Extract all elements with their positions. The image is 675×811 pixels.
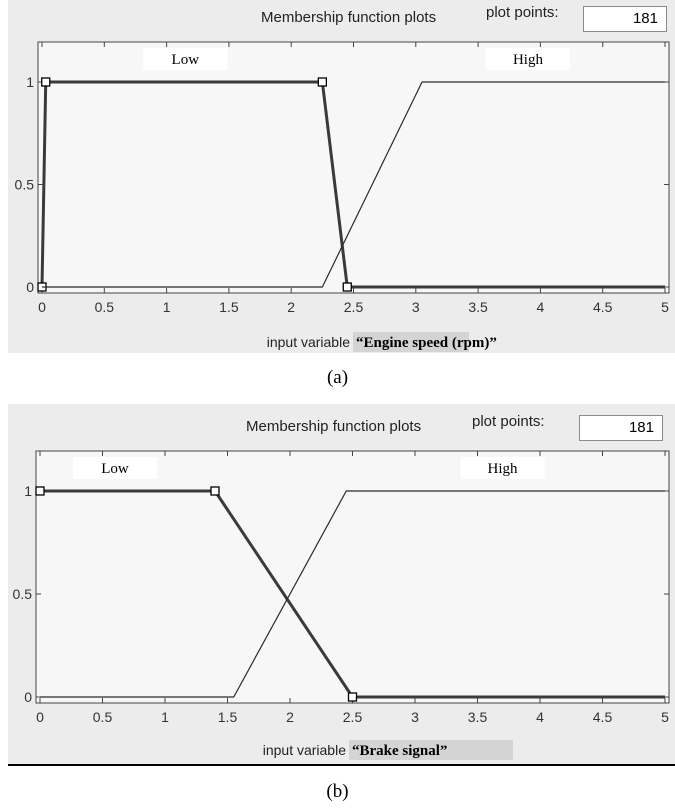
x-tick-label: 1.5: [219, 299, 239, 315]
mf-handle: [342, 282, 352, 292]
plot-points-input[interactable]: 181: [579, 415, 663, 441]
membership-plot-a[interactable]: 0 0.5 1 0 0.5 1 1.5 2 2.5 3 3.5 4 4.5 5 Low High input v…: [0, 0, 675, 353]
plot-area: [35, 450, 670, 704]
x-tick-label: 1: [163, 299, 171, 315]
mf-label-low: Low: [172, 52, 200, 68]
caption-a: (a): [326, 367, 349, 388]
x-tick-label: 0: [36, 709, 44, 725]
mf-label-bg: [143, 48, 228, 70]
mf-label-low: Low: [101, 461, 129, 477]
caption-b: (b): [326, 781, 349, 802]
x-tick-label: 2.5: [344, 299, 364, 315]
x-tick-label: 4.5: [593, 299, 613, 315]
y-tick-label: 0.5: [15, 177, 35, 193]
x-label-name-bg: [353, 332, 469, 352]
x-tick-label: 0.5: [95, 299, 115, 315]
y-tick-label: 1: [26, 74, 34, 90]
mf-label-high: High: [513, 52, 544, 68]
x-tick-label: 3: [411, 709, 419, 725]
mf-handle: [347, 692, 358, 702]
plot-points-label: plot points:: [486, 4, 559, 21]
x-tick-label: 2: [286, 709, 294, 725]
x-tick-label: 0: [38, 299, 46, 315]
x-tick-label: 3.5: [468, 299, 488, 315]
mf-line-high: [40, 490, 665, 698]
x-tick-label: 4: [537, 299, 545, 315]
mf-handle: [317, 77, 328, 87]
x-tick-label: 1: [161, 709, 169, 725]
plot-area: [37, 41, 670, 294]
plot-points-label: plot points:: [472, 413, 545, 430]
y-tick-label: 0.5: [13, 586, 33, 602]
y-tick-label: 0: [26, 279, 34, 295]
x-tick-label: 3: [412, 299, 420, 315]
x-tick-label: 2.5: [343, 709, 363, 725]
mf-handle: [35, 486, 45, 496]
x-tick-label: 2: [287, 299, 295, 315]
mf-label-high: High: [488, 461, 519, 477]
mf-label-bg: [460, 457, 545, 479]
chart-title: Membership function plots: [246, 418, 422, 435]
x-axis-label: input variable “Brake signal”: [263, 740, 513, 760]
membership-plot-b[interactable]: 0 0.5 1 0 0.5 1 1.5 2 2.5 3 3.5 4 4.5 5 Low High input v…: [0, 0, 675, 770]
x-label-prefix: input variable: [267, 334, 350, 350]
x-tick-label: 3.5: [468, 709, 488, 725]
x-tick-label: 4.5: [593, 709, 613, 725]
x-tick-label: 0.5: [93, 709, 113, 725]
mf-label-bg: [485, 48, 570, 70]
y-tick-label: 1: [24, 483, 32, 499]
x-tick-label: 5: [661, 299, 669, 315]
x-tick-label: 5: [661, 709, 669, 725]
x-label-name-bg: [349, 740, 513, 760]
mf-line-high: [42, 81, 665, 288]
x-axis-label: input variable “Engine speed (rpm)”: [267, 332, 497, 352]
x-tick-label: 4: [536, 709, 544, 725]
mf-label-bg: [73, 457, 157, 479]
x-label-name: “Brake signal”: [352, 743, 447, 759]
x-tick-label: 1.5: [218, 709, 238, 725]
plot-points-input[interactable]: 181: [583, 6, 667, 32]
mf-line-low: [40, 489, 665, 699]
x-label-name: “Engine speed (rpm)”: [356, 335, 497, 351]
x-label-prefix: input variable: [263, 742, 346, 758]
mf-handle: [210, 486, 220, 496]
mf-handle: [41, 77, 51, 87]
y-tick-label: 0: [24, 689, 32, 705]
chart-title: Membership function plots: [261, 9, 437, 26]
